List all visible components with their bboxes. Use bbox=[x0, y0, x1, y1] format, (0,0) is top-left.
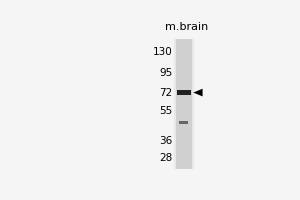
Bar bbox=[176, 39, 192, 169]
Bar bbox=[179, 121, 188, 124]
Text: 36: 36 bbox=[159, 136, 172, 146]
Text: 95: 95 bbox=[159, 68, 172, 78]
Text: 72: 72 bbox=[159, 88, 172, 98]
Bar bbox=[174, 39, 194, 169]
Polygon shape bbox=[193, 89, 203, 96]
Text: 130: 130 bbox=[153, 47, 172, 57]
Bar bbox=[177, 90, 191, 95]
Text: m.brain: m.brain bbox=[165, 22, 208, 32]
Text: 28: 28 bbox=[159, 153, 172, 163]
Text: 55: 55 bbox=[159, 106, 172, 116]
